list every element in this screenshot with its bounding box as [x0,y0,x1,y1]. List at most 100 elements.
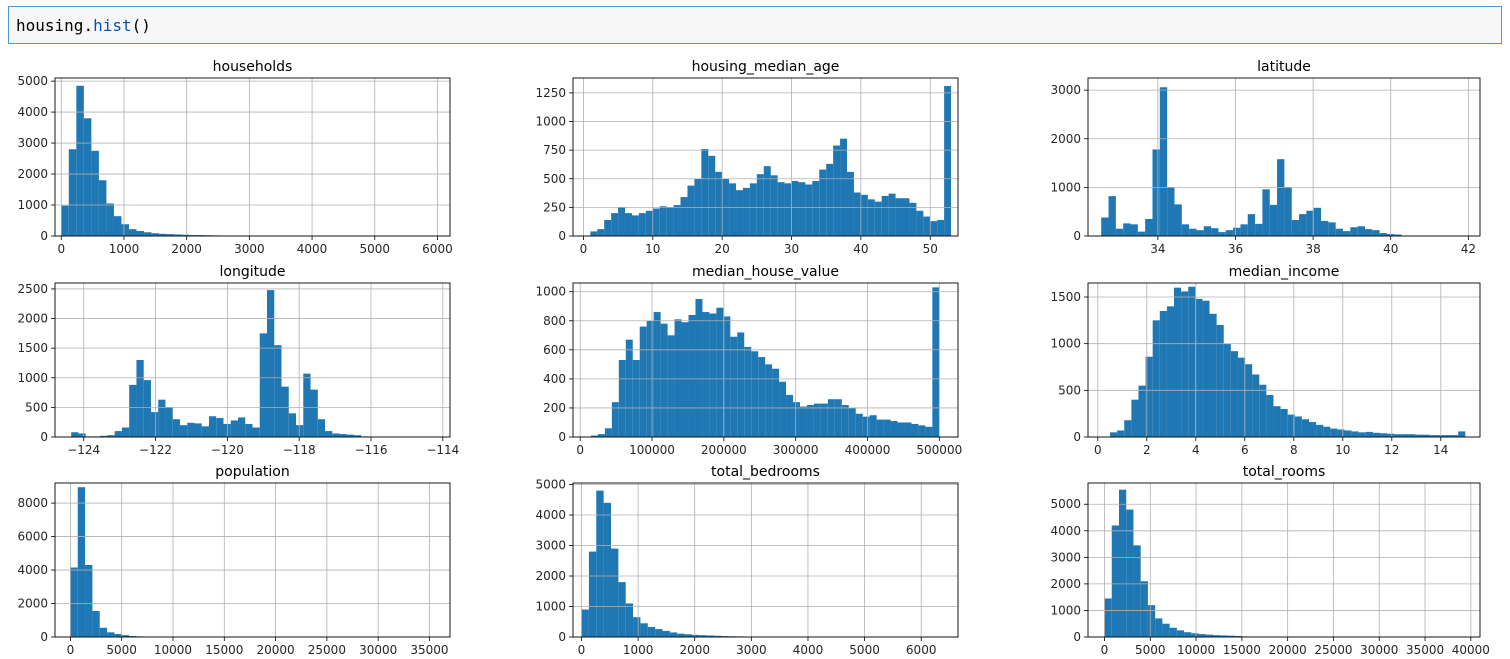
histogram-bar [77,487,86,637]
x-tick-label: 0 [578,643,586,657]
histogram-bar [1415,434,1423,437]
histogram-bar [1188,286,1196,437]
histogram-bar [840,138,848,236]
histogram-bar [1351,431,1359,437]
histogram-bar [1316,424,1324,437]
histogram-bar [1259,384,1267,437]
histogram-panel-housing_median_age: 0 10 20 30 40 50025050075010001250housing_med… [535,59,959,256]
histogram-bar [1138,385,1146,437]
histogram-bar [1233,227,1241,236]
histogram-bar [78,433,86,437]
histogram-bar [618,207,626,236]
histogram-bar [310,389,318,437]
axes-frame [1087,482,1481,638]
histogram-bar [631,215,639,236]
histogram-bar [143,380,151,437]
histogram-bar [652,208,660,236]
histogram-bar [1176,630,1185,637]
histogram-bar [834,399,842,437]
histogram-bar [172,419,180,437]
histogram-bar [687,185,695,236]
histogram-bar [1137,231,1146,236]
histogram-bar [98,180,107,236]
y-tick-label: 2000 [17,597,48,611]
histogram-bar [702,312,710,437]
histogram-bar [674,319,682,437]
histogram-bar [1245,364,1253,437]
histogram-bar [136,360,144,437]
histogram-bar [245,423,253,437]
code-object: housing [16,16,84,35]
histogram-bar [1255,223,1263,236]
histogram-bar [85,565,93,637]
histogram-panel-median_income: 0 2 4 6 8 10 12 14 0 500 1000 1500 median_income [1050,264,1481,457]
histogram-bar [1313,207,1322,236]
histogram-bar [129,636,137,637]
histogram-bar [165,407,173,437]
x-tick-label: 40 [1383,242,1398,256]
histogram-bar [166,234,175,236]
code-cell[interactable]: housing.hist() [8,6,1502,44]
x-tick-label: 4000 [297,242,328,256]
y-tick-label: 0 [40,430,48,444]
histogram-bar [918,425,926,437]
histogram-bar [274,345,282,437]
histogram-bar [701,148,709,236]
y-tick-label: 8000 [17,496,48,510]
histogram-bar [699,635,707,637]
histogram-bar [1209,313,1217,437]
histogram-bar [1266,395,1274,437]
y-tick-label: 3000 [1050,550,1081,564]
histogram-bar [1372,432,1381,437]
histogram-bar [1184,632,1192,637]
histogram-bar [897,422,905,437]
x-tick-label: 300000 [773,443,819,457]
histogram-bar [1422,434,1430,437]
histogram-bar [633,617,641,637]
histogram-bar [1211,228,1219,236]
histogram-bar [339,434,347,437]
histogram-bar [847,171,854,236]
histogram-bar [1443,435,1452,437]
code-line[interactable]: housing.hist() [16,16,151,35]
histogram-bar [1429,435,1437,437]
x-tick-label: 34 [1150,242,1165,256]
histogram-bar [1308,422,1317,437]
x-tick-label: 3000 [736,643,767,657]
x-tick-label: 30000 [1360,643,1398,657]
histogram-bar [777,182,785,236]
y-tick-label: 5000 [1050,497,1081,511]
histogram-bar [932,287,940,437]
code-parens: () [131,16,151,35]
histogram-bar [655,629,663,637]
histogram-bar [737,332,745,437]
histogram-bar [596,490,604,637]
histogram-bar [930,221,938,236]
histogram-bar [827,399,835,437]
subplot-title: total_rooms [1243,464,1326,480]
histogram-bar [61,205,69,236]
y-tick-label: 2000 [1050,132,1081,146]
y-tick-label: 1000 [535,115,566,129]
histogram-bar [121,427,130,437]
histogram-figure: 0 1000 2000 3000 4000 5000 6000 0 1000 2000 3000 40… [0,50,1510,659]
histogram-bar [758,357,766,437]
histogram-bar [681,322,689,437]
histogram-panel-longitude: −124 −122 −120 −118 −116 −114 0 500 1000 1500 2000… [17,264,459,457]
y-tick-label: 1000 [1050,603,1081,617]
histogram-bar [653,312,661,437]
axes-frame [54,482,451,638]
histogram-bar [1328,222,1336,236]
histogram-bar [869,415,877,437]
histogram-bar [1273,406,1281,437]
histogram-bar [1191,633,1199,637]
histogram-bar [680,197,688,236]
histogram-bar [1101,217,1109,236]
histogram-bar [1358,432,1366,437]
x-tick-label: 1000 [623,643,654,657]
histogram-bar [158,399,166,437]
x-tick-label: 10000 [154,643,192,657]
histogram-bar [1169,627,1177,637]
histogram-bar [216,418,224,437]
histogram-bar [194,423,202,437]
